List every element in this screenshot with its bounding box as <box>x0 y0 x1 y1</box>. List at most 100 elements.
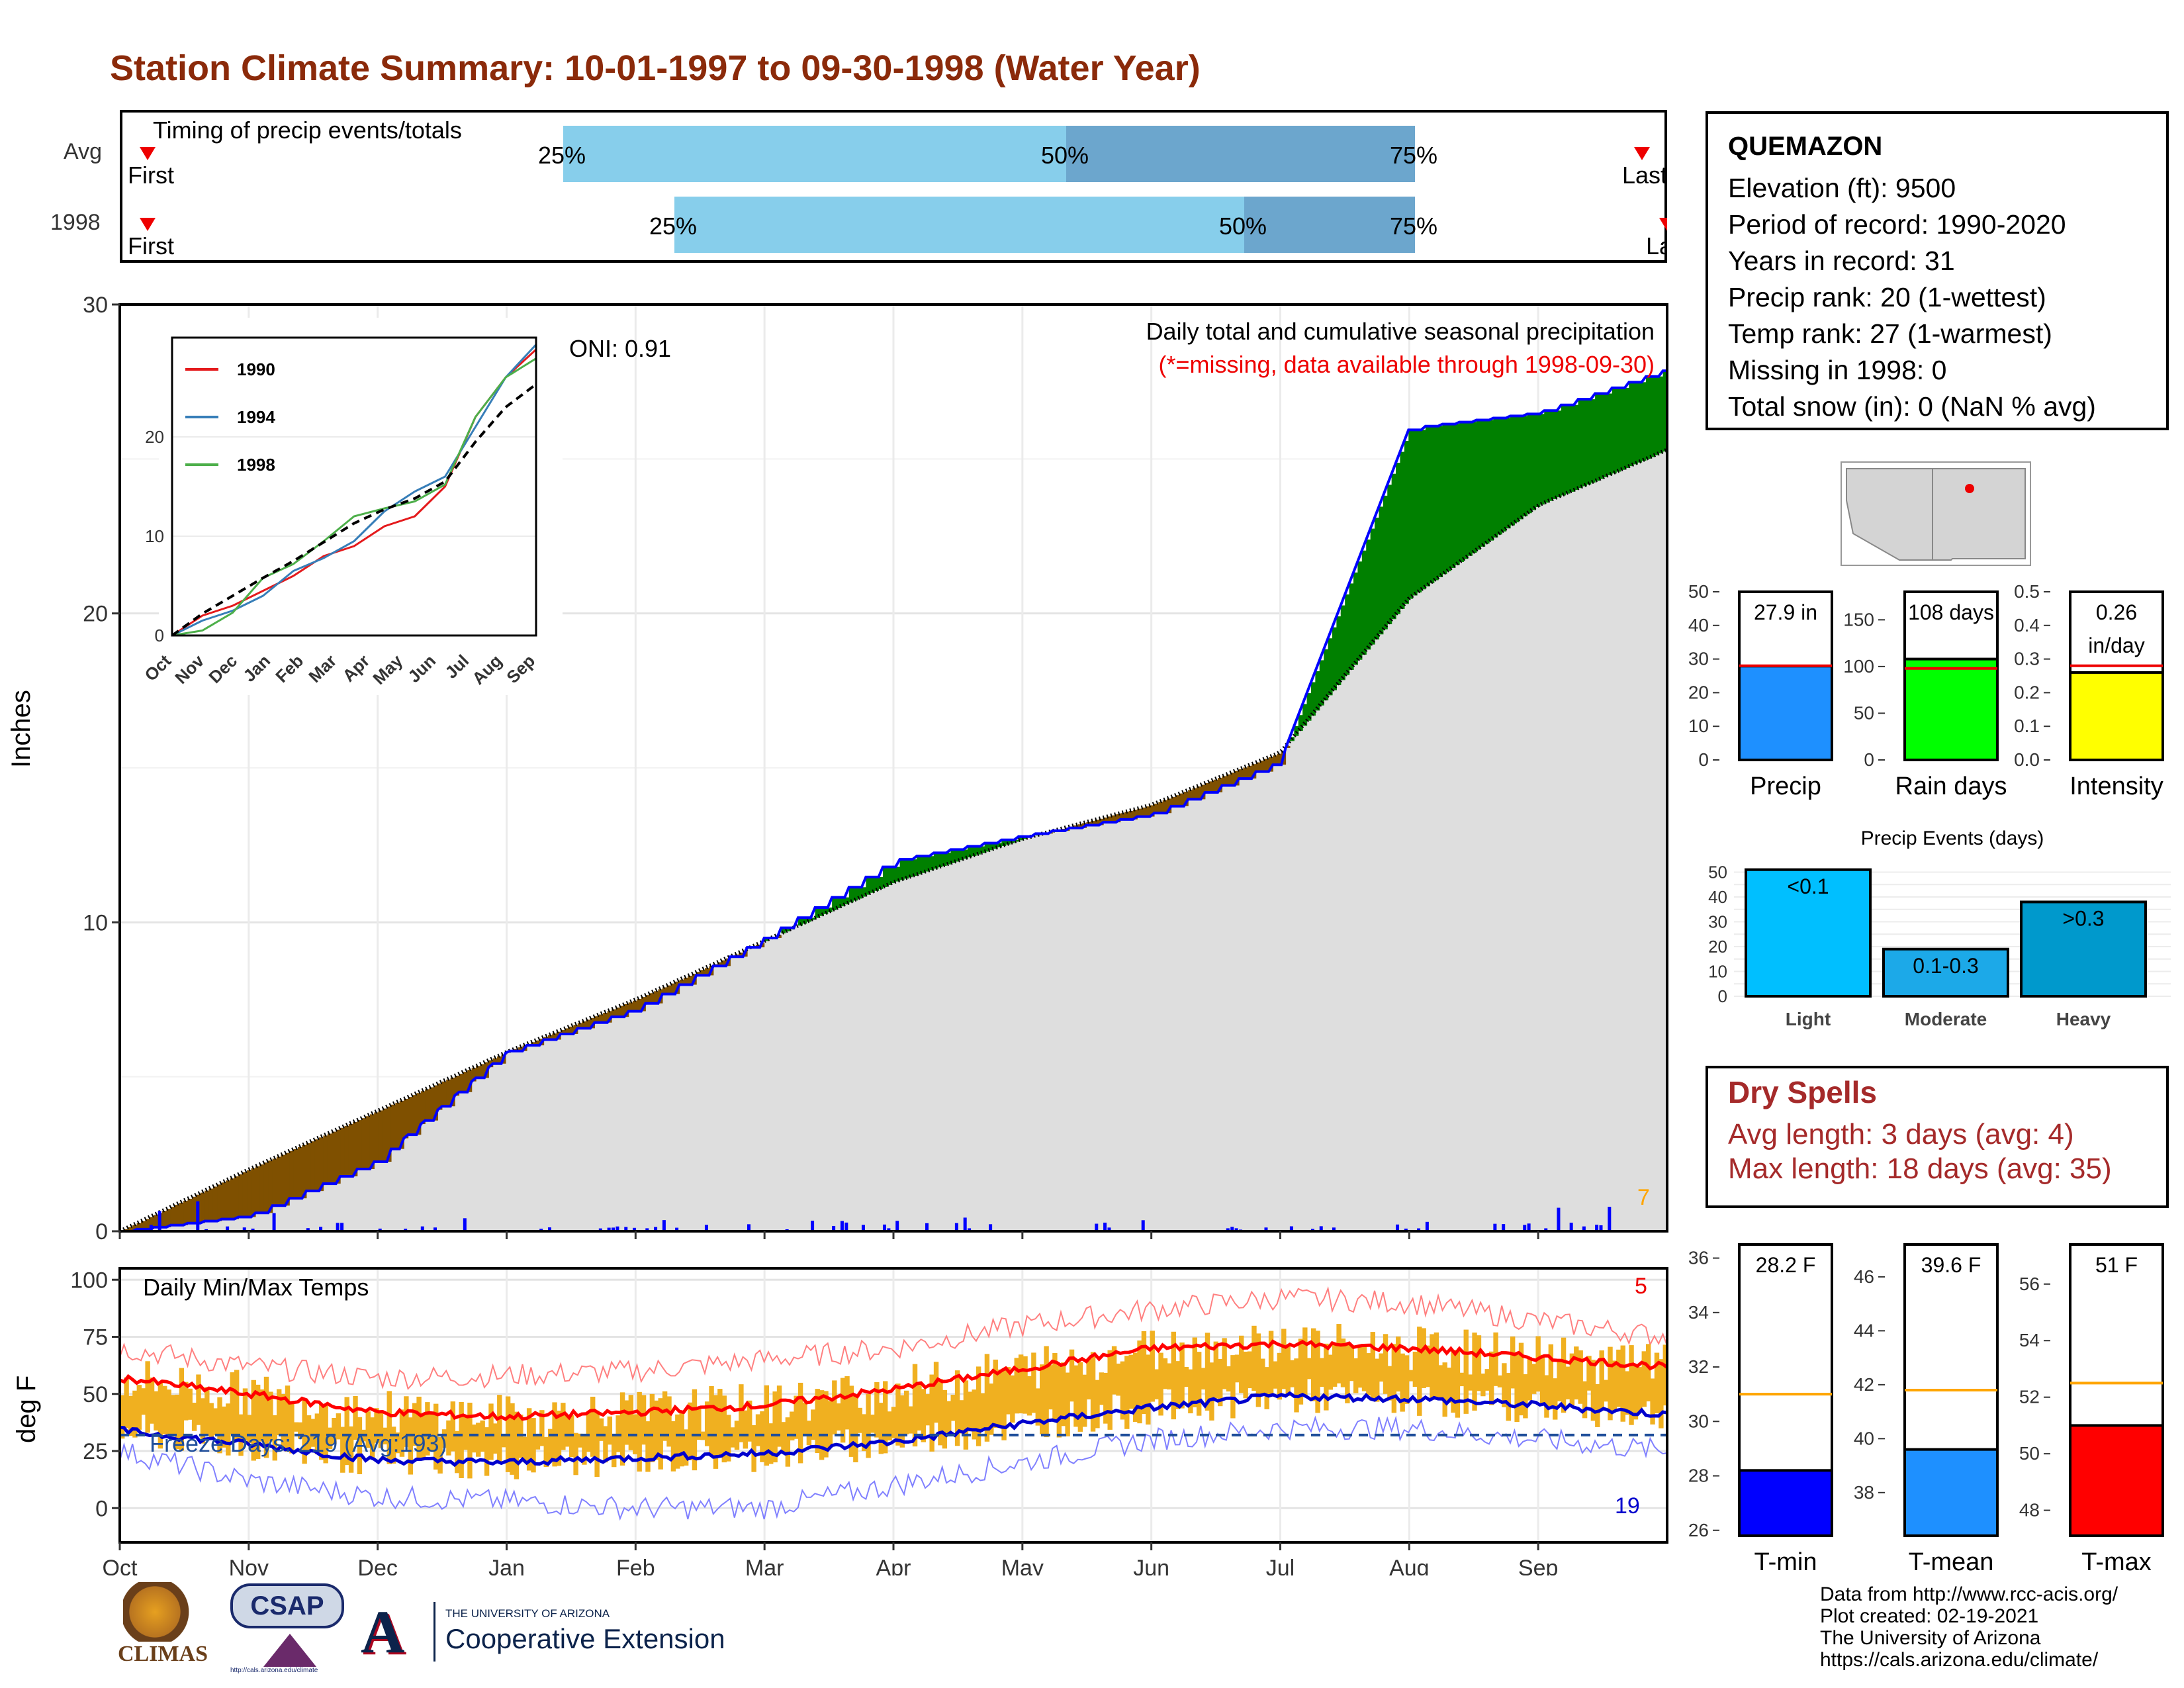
daily-temp-bar <box>1561 1337 1567 1413</box>
daily-temp-bar <box>781 1422 786 1454</box>
daily-temp-bar <box>1569 1353 1575 1406</box>
credit-line: https://cals.arizona.edu/climate/ <box>1820 1649 2099 1671</box>
below-average-fill <box>1116 814 1121 823</box>
daily-precip-bar <box>1544 1228 1548 1231</box>
daily-temp-bar <box>145 1361 150 1433</box>
daily-temp-bar <box>166 1389 171 1434</box>
temp-max-count: 5 <box>1635 1274 1647 1299</box>
daily-temp-bar <box>776 1385 782 1447</box>
inset-background <box>159 318 563 695</box>
below-average-fill <box>141 1221 146 1229</box>
daily-temp-bar <box>619 1392 625 1466</box>
above-average-fill <box>1442 424 1447 575</box>
x-tick-label: Feb <box>616 1556 655 1575</box>
below-average-fill <box>1158 802 1163 814</box>
daily-temp-bar <box>1234 1354 1240 1383</box>
above-average-fill <box>1433 426 1439 581</box>
above-average-fill <box>811 917 816 920</box>
daily-temp-bar <box>556 1411 562 1466</box>
above-average-fill <box>925 856 931 872</box>
daily-temp-bar <box>459 1401 464 1478</box>
y-tick-label: 56 <box>2019 1274 2040 1294</box>
below-average-fill <box>1103 818 1109 823</box>
daily-temp-bar <box>1332 1343 1338 1387</box>
timing-avg-p50: 50% <box>1041 142 1089 169</box>
below-average-fill <box>289 1150 295 1199</box>
daily-temp-bar <box>497 1395 502 1464</box>
daily-temp-bar <box>819 1390 825 1460</box>
daily-temp-bar <box>547 1429 553 1462</box>
daily-temp-bar <box>832 1380 837 1434</box>
daily-temp-bar <box>1310 1328 1316 1401</box>
daily-temp-bar <box>183 1382 189 1421</box>
summary-bar-rain-days <box>1903 657 1999 761</box>
daily-temp-bar <box>1599 1350 1604 1411</box>
csap-logo: CSAP http://cals.arizona.edu/climate <box>230 1583 349 1683</box>
above-average-fill <box>980 846 985 853</box>
below-average-fill <box>1162 800 1167 814</box>
above-average-fill <box>857 887 862 899</box>
daily-temp-bar <box>624 1400 629 1445</box>
daily-temp-bar <box>1586 1356 1592 1391</box>
above-average-fill <box>1599 393 1604 479</box>
daily-temp-bar <box>319 1403 324 1460</box>
below-average-fill <box>353 1122 358 1177</box>
above-average-fill <box>1400 451 1405 609</box>
below-average-fill <box>136 1223 142 1229</box>
daily-temp-bar <box>1264 1367 1269 1409</box>
daily-temp-bar <box>700 1431 705 1440</box>
daily-temp-bar <box>675 1414 680 1469</box>
daily-temp-bar <box>1400 1353 1405 1412</box>
station-line: Temp rank: 27 (1-warmest) <box>1728 318 2052 349</box>
below-average-fill <box>1260 761 1265 772</box>
daily-temp-bar <box>1294 1358 1299 1413</box>
daily-temp-bar <box>870 1414 876 1433</box>
below-average-fill <box>1277 753 1282 765</box>
y-tick-label: 40 <box>1708 887 1727 907</box>
above-average-fill <box>1417 430 1422 592</box>
above-average-fill <box>1565 404 1570 494</box>
daily-temp-bar <box>1518 1342 1524 1416</box>
y-tick-label: 20 <box>1708 937 1727 957</box>
timing-avg-band-dark <box>1066 126 1415 182</box>
daily-temp-bar <box>1082 1374 1087 1427</box>
events-title: Precip Events (days) <box>1861 827 2044 849</box>
below-average-fill <box>1175 795 1180 806</box>
daily-temp-bar <box>840 1378 846 1443</box>
ua-logo: A THE UNIVERSITY OF ARIZONA Cooperative … <box>361 1601 745 1668</box>
daily-precip-bar <box>1264 1227 1268 1231</box>
daily-precip-bar <box>1595 1225 1599 1231</box>
summary-bar-value: 0.26 <box>2096 600 2137 624</box>
above-average-fill <box>972 846 977 856</box>
daily-temp-bar <box>925 1394 931 1426</box>
daily-precip-bar <box>654 1227 658 1231</box>
daily-temp-bar <box>887 1411 892 1441</box>
above-average-fill <box>1531 414 1537 510</box>
x-tick-label: May <box>1001 1556 1044 1575</box>
y-tick-label: 30 <box>83 293 108 318</box>
timing-1998-first: First <box>128 232 174 259</box>
daily-temp-bar <box>641 1395 647 1445</box>
daily-temp-bar <box>1404 1355 1410 1404</box>
above-average-fill <box>1514 416 1520 523</box>
daily-temp-bar <box>357 1417 363 1475</box>
daily-precip-bar <box>319 1227 323 1231</box>
above-average-fill <box>1315 671 1320 711</box>
y-tick-label: 50 <box>83 1382 108 1407</box>
below-average-fill <box>1179 793 1185 806</box>
below-average-fill <box>1111 815 1116 823</box>
summary-bar-value: 108 days <box>1908 600 1994 624</box>
below-average-fill <box>619 1006 625 1017</box>
below-average-fill <box>272 1158 277 1206</box>
daily-temp-bar <box>1107 1350 1113 1430</box>
daily-temp-bar <box>725 1415 731 1462</box>
timing-1998-band-dark <box>1244 197 1415 253</box>
daily-temp-bar <box>1379 1353 1384 1382</box>
above-average-fill <box>1425 426 1430 586</box>
credits: Data from http://www.rcc-acis.org/ Plot … <box>1820 1583 2118 1671</box>
daily-temp-bar <box>226 1403 231 1456</box>
daily-temp-bar <box>1146 1354 1151 1425</box>
below-average-fill <box>624 1004 629 1017</box>
record-min-line <box>119 1415 1668 1521</box>
daily-temp-bar <box>1328 1354 1333 1390</box>
